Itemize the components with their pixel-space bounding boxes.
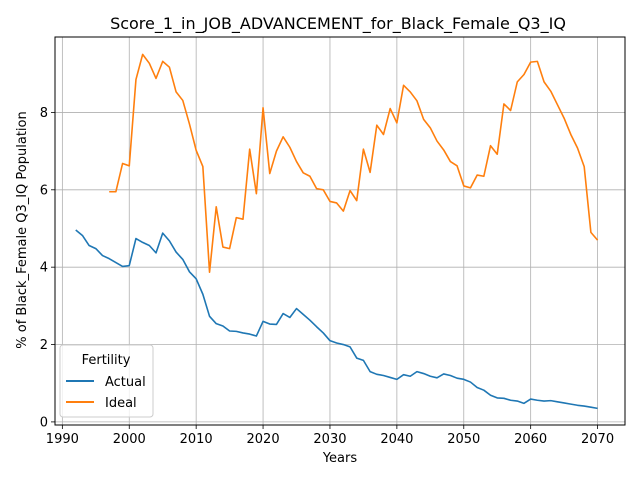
chart-title: Score_1_in_JOB_ADVANCEMENT_for_Black_Fem… — [110, 14, 566, 34]
legend: Fertility Actual Ideal — [59, 344, 154, 418]
x-tick-label: 2030 — [313, 432, 346, 447]
series-line-ideal — [109, 53, 599, 274]
y-tick-label: 6 — [40, 183, 48, 198]
y-tick-label: 4 — [40, 261, 48, 276]
y-axis-label: % of Black_Female Q3_IQ Population — [15, 111, 30, 348]
x-tick-label: 2050 — [447, 432, 480, 447]
series-layer — [75, 53, 599, 410]
legend-entry-ideal: Ideal — [105, 396, 137, 411]
y-tick-label: 0 — [40, 415, 48, 430]
plot-frame — [54, 36, 626, 426]
x-tick-label: 1990 — [46, 432, 79, 447]
x-tick-label: 2040 — [380, 432, 413, 447]
x-axis-label: Years — [322, 451, 358, 466]
x-tick-label: 2000 — [113, 432, 146, 447]
x-tick-label: 2020 — [247, 432, 280, 447]
axis-ticks: 1990 2000 2010 2020 2030 2040 2050 2060 2070 0 2 4 6… — [40, 106, 614, 447]
x-tick-label: 2070 — [581, 432, 614, 447]
legend-entry-actual: Actual — [105, 375, 146, 390]
legend-frame — [59, 344, 154, 418]
series-line-actual — [75, 229, 598, 410]
y-tick-label: 8 — [40, 106, 48, 121]
y-tick-label: 2 — [40, 338, 48, 353]
x-tick-label: 2060 — [514, 432, 547, 447]
legend-title: Fertility — [82, 353, 131, 368]
x-tick-label: 2010 — [180, 432, 213, 447]
